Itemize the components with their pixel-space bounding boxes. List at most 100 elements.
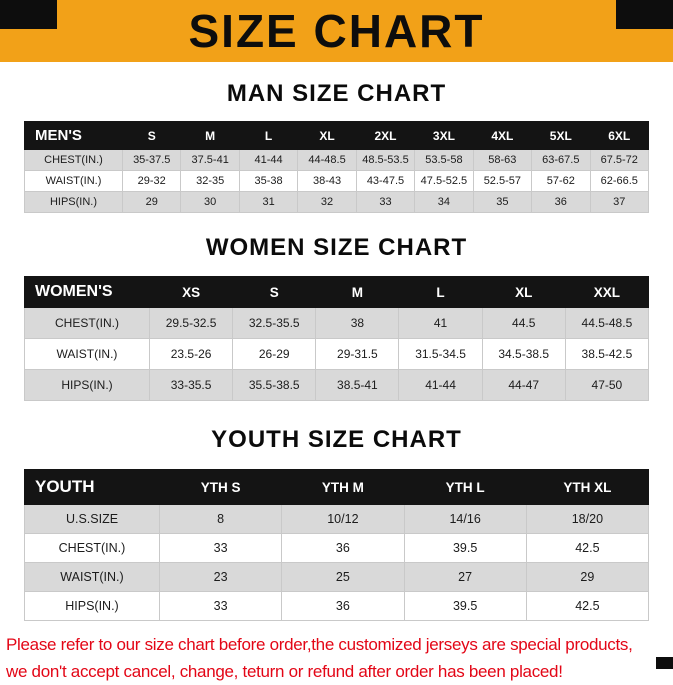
size-value: 32 [297, 191, 357, 213]
table-row: U.S.SIZE 8 10/12 14/16 18/20 [24, 504, 650, 534]
measurement-row-label: HIPS(IN.) [24, 369, 150, 401]
measurement-row-label: CHEST(IN.) [24, 533, 160, 563]
size-value: 48.5-53.5 [355, 149, 416, 171]
size-value: 29-31.5 [315, 338, 400, 370]
size-value: 37.5-41 [180, 149, 240, 171]
title-banner: SIZE CHART [0, 0, 673, 62]
size-value: 44.5 [481, 307, 566, 339]
footer-disclaimer-line2: we don't accept cancel, change, teturn o… [6, 662, 563, 681]
youth-size-table: YOUTH YTH S YTH M YTH L YTH XL U.S.SIZE 8 10/12… [24, 469, 650, 621]
size-value: 42.5 [525, 591, 650, 621]
size-value: 29 [525, 562, 650, 592]
size-value: 38 [315, 307, 400, 339]
size-value: 33-35.5 [148, 369, 234, 401]
size-column-header: YTH S [158, 469, 283, 505]
size-value: 35-37.5 [121, 149, 182, 171]
size-value: 36 [281, 591, 405, 621]
footer-disclaimer: Please refer to our size chart before or… [6, 631, 673, 685]
size-column-header: XS [148, 276, 234, 308]
corner-block-top-right [616, 0, 673, 29]
size-value: 38.5-41 [315, 369, 400, 401]
size-value: 10/12 [281, 504, 405, 534]
size-column-header: XL [297, 121, 357, 150]
size-value: 33 [158, 533, 283, 563]
size-value: 29 [121, 191, 182, 213]
table-row: WAIST(IN.) 29-32 32-35 35-38 38-43 43-47.5 47.… [24, 170, 649, 192]
size-value: 35-38 [238, 170, 299, 192]
table-corner-label: YOUTH [24, 469, 160, 505]
size-value: 25 [281, 562, 405, 592]
size-value: 53.5-58 [414, 149, 474, 171]
corner-block-bottom-right [656, 657, 673, 669]
size-column-header: S [232, 276, 317, 308]
table-row: CHEST(IN.) 35-37.5 37.5-41 41-44 44-48.5 48.5… [24, 149, 649, 171]
table-row: HIPS(IN.) 29 30 31 32 33 34 35 36 37 [24, 191, 649, 213]
size-value: 44.5-48.5 [564, 307, 650, 339]
size-column-header: XXL [564, 276, 650, 308]
size-value: 33 [355, 191, 416, 213]
size-value: 34 [414, 191, 474, 213]
measurement-row-label: U.S.SIZE [24, 504, 160, 534]
women-size-table: WOMEN'S XS S M L XL XXL CHEST(IN.) 29.5-32.5 32.5… [24, 276, 650, 401]
page-title: SIZE CHART [188, 5, 485, 57]
size-value: 43-47.5 [355, 170, 416, 192]
table-row: HIPS(IN.) 33-35.5 35.5-38.5 38.5-41 41-44 44-… [24, 369, 650, 401]
size-column-header: L [238, 121, 299, 150]
size-value: 31 [238, 191, 299, 213]
size-column-header: YTH XL [525, 469, 650, 505]
size-column-header: S [121, 121, 182, 150]
measurement-row-label: WAIST(IN.) [24, 562, 160, 592]
youth-size-section: YOUTH SIZE CHART YOUTH YTH S YTH M YTH L YTH… [0, 426, 673, 621]
size-column-header: 5XL [531, 121, 591, 150]
size-value: 47.5-52.5 [414, 170, 474, 192]
table-row: WAIST(IN.) 23.5-26 26-29 29-31.5 31.5-34.5 34… [24, 338, 650, 370]
size-value: 30 [180, 191, 240, 213]
corner-block-top-left [0, 0, 57, 29]
measurement-row-label: CHEST(IN.) [24, 307, 150, 339]
size-value: 41-44 [238, 149, 299, 171]
size-column-header: M [180, 121, 240, 150]
table-row: HIPS(IN.) 33 36 39.5 42.5 [24, 591, 650, 621]
table-header-row: WOMEN'S XS S M L XL XXL [24, 276, 650, 308]
size-value: 29-32 [121, 170, 182, 192]
women-section-heading: WOMEN SIZE CHART [205, 234, 468, 261]
youth-section-heading: YOUTH SIZE CHART [211, 426, 462, 453]
size-column-header: 3XL [414, 121, 474, 150]
size-value: 39.5 [403, 591, 527, 621]
size-column-header: 6XL [589, 121, 649, 150]
size-value: 58-63 [472, 149, 533, 171]
size-column-header: L [398, 276, 483, 308]
size-value: 41 [398, 307, 483, 339]
size-column-header: 2XL [355, 121, 416, 150]
table-row: CHEST(IN.) 29.5-32.5 32.5-35.5 38 41 44.5 44.5… [24, 307, 650, 339]
size-value: 23 [158, 562, 283, 592]
size-value: 27 [403, 562, 527, 592]
size-column-header: 4XL [472, 121, 533, 150]
size-column-header: XL [481, 276, 566, 308]
table-corner-label: WOMEN'S [24, 276, 150, 308]
measurement-row-label: WAIST(IN.) [24, 170, 123, 192]
measurement-row-label: HIPS(IN.) [24, 591, 160, 621]
size-column-header: YTH M [281, 469, 405, 505]
size-value: 67.5-72 [589, 149, 649, 171]
size-value: 29.5-32.5 [148, 307, 234, 339]
size-value: 37 [589, 191, 649, 213]
size-value: 32.5-35.5 [232, 307, 317, 339]
size-value: 57-62 [531, 170, 591, 192]
size-value: 42.5 [525, 533, 650, 563]
size-value: 23.5-26 [148, 338, 234, 370]
size-column-header: M [315, 276, 400, 308]
size-value: 39.5 [403, 533, 527, 563]
men-size-section: MAN SIZE CHART MEN'S S M L XL 2XL 3XL 4XL 5XL 6XL… [0, 80, 673, 213]
size-value: 32-35 [180, 170, 240, 192]
table-header-row: YOUTH YTH S YTH M YTH L YTH XL [24, 469, 650, 505]
size-value: 14/16 [403, 504, 527, 534]
size-value: 33 [158, 591, 283, 621]
size-value: 63-67.5 [531, 149, 591, 171]
size-column-header: YTH L [403, 469, 527, 505]
size-value: 35.5-38.5 [232, 369, 317, 401]
size-value: 18/20 [525, 504, 650, 534]
size-value: 8 [158, 504, 283, 534]
size-value: 36 [281, 533, 405, 563]
measurement-row-label: CHEST(IN.) [24, 149, 123, 171]
